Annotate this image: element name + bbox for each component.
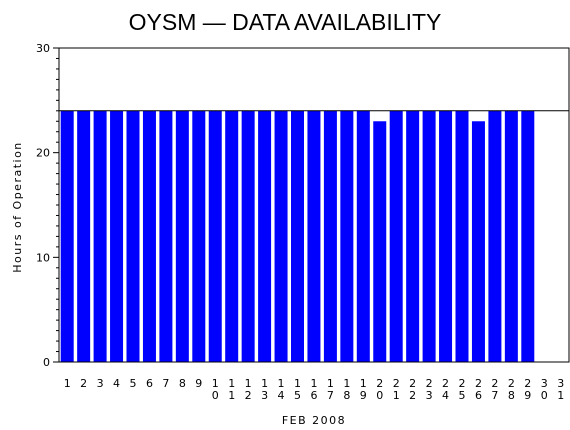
bar-16 [307, 110, 321, 362]
x-axis: 1 2 3 4 5 6 7 8 9 1 01 11 21 31 41 51 61 71 81 92 02 12 22 32 42… [64, 377, 565, 402]
bar-3 [93, 110, 107, 362]
bar-23 [422, 110, 436, 362]
x-tick-label-9: 9 [195, 377, 202, 390]
bar-5 [126, 110, 140, 362]
bar-18 [340, 110, 354, 362]
x-tick-label-1: 1 [64, 377, 71, 390]
y-tick-label-30: 30 [36, 42, 50, 55]
bar-1 [60, 110, 74, 362]
bar-2 [77, 110, 91, 362]
y-axis: 0 10 20 30 [36, 42, 59, 369]
bar-10 [208, 110, 222, 362]
bar-19 [356, 110, 370, 362]
x-tick-label-8: 8 [179, 377, 186, 390]
bar-13 [258, 110, 272, 362]
bar-9 [192, 110, 206, 362]
x-tick-label-5: 5 [130, 377, 137, 390]
y-tick-label-0: 0 [43, 356, 50, 369]
bar-11 [225, 110, 239, 362]
y-tick-label-10: 10 [36, 251, 50, 264]
bar-24 [439, 110, 453, 362]
bar-27 [488, 110, 502, 362]
bar-17 [323, 110, 337, 362]
bar-6 [142, 110, 156, 362]
bar-28 [504, 110, 518, 362]
bar-7 [159, 110, 173, 362]
bars-layer [60, 110, 535, 363]
x-axis-label: FEB 2008 [282, 414, 346, 427]
x-tick-label-3: 3 [97, 377, 104, 390]
x-tick-label-7: 7 [162, 377, 169, 390]
y-tick-label-20: 20 [36, 147, 50, 160]
x-tick-label-6: 6 [146, 377, 153, 390]
bar-14 [274, 110, 288, 362]
bar-26 [471, 121, 485, 363]
bar-20 [373, 121, 387, 363]
bar-15 [291, 110, 304, 362]
chart-title: OYSM — DATA AVAILABILITY [129, 9, 442, 35]
bar-12 [241, 110, 255, 362]
y-axis-label: Hours of Operation [11, 141, 24, 273]
bar-21 [389, 110, 403, 362]
bar-29 [521, 110, 535, 362]
x-tick-label-2: 2 [80, 377, 87, 390]
x-tick-label-4: 4 [113, 377, 120, 390]
bar-4 [110, 110, 124, 362]
bar-25 [455, 110, 469, 362]
bar-22 [406, 110, 420, 362]
bar-8 [175, 110, 189, 362]
